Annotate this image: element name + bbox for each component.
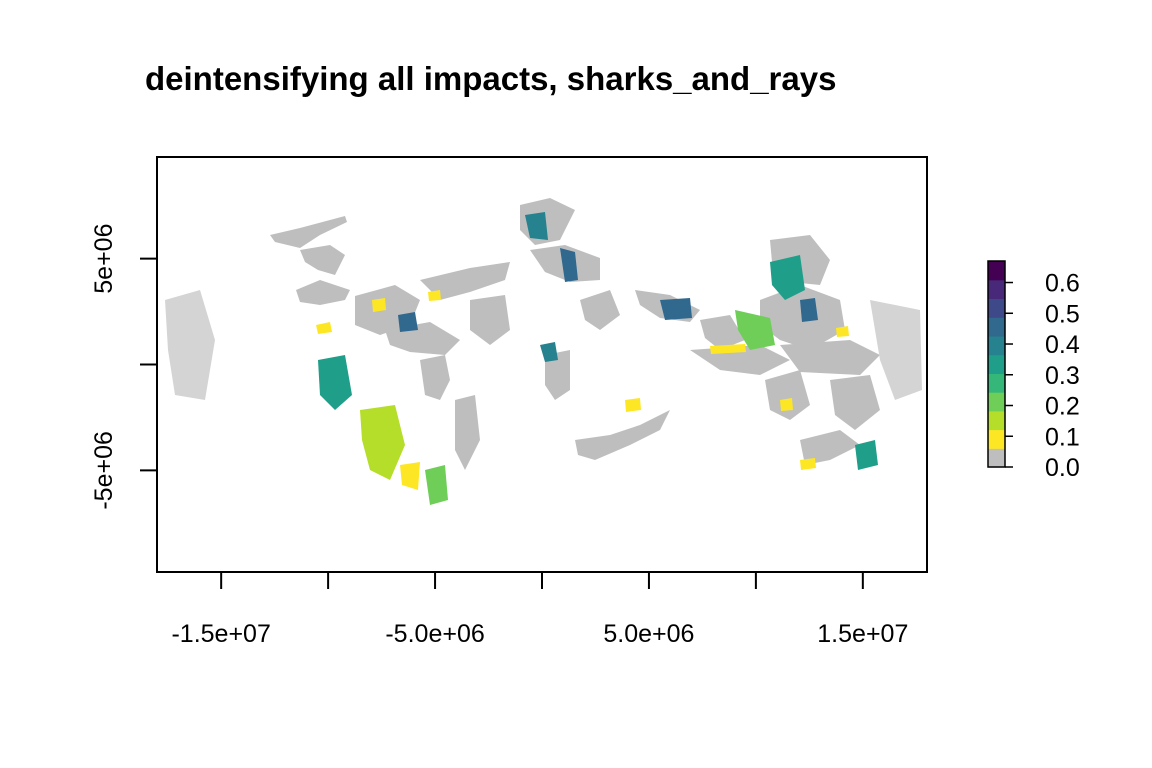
legend-tick-label: 0.0: [1045, 454, 1080, 482]
cells-southern-africa: [575, 410, 670, 460]
cells-north-pacific: [270, 216, 347, 248]
legend-tick-label: 0.2: [1045, 393, 1080, 421]
map-title: deintensifying all impacts, sharks_and_r…: [145, 60, 837, 97]
legend-tick-label: 0.4: [1045, 331, 1080, 359]
legend-swatch: [988, 335, 1005, 356]
legend-swatch: [988, 448, 1005, 468]
x-tick-label: 5.0e+06: [603, 620, 694, 648]
cells-labrador-teal: [525, 212, 548, 240]
cells-mid-atlantic: [470, 295, 510, 345]
cells-east-pacific-teal: [318, 355, 352, 410]
y-axis: 5e+06 -5e+06: [90, 224, 157, 510]
legend-swatch: [988, 298, 1005, 318]
legend-tick-label: 0.6: [1045, 270, 1080, 298]
cells-ne-pacific-coast: [296, 280, 350, 305]
legend: 0.0 0.10.2 0.3 0.4 0.50.6: [987, 260, 1080, 482]
legend-tick-label: 0.5: [1045, 300, 1080, 328]
cells-patagonia-yellow: [400, 462, 420, 490]
cells-pacific-west-edge: [165, 290, 215, 400]
cells-mediterranean-blue: [660, 298, 692, 320]
cells-gulf-darkblue: [398, 312, 418, 332]
cells-alaska-shelf: [300, 245, 345, 275]
cells-chile-green: [425, 465, 448, 505]
cells-east-asia-teal: [770, 255, 805, 300]
cells-pacific-yellow-2: [836, 326, 849, 337]
y-tick-label: 5e+06: [90, 224, 118, 294]
legend-frame: [987, 260, 1006, 468]
cells-east-australia: [830, 375, 880, 430]
x-tick-label: -5.0e+06: [385, 620, 484, 648]
y-tick-label: -5e+06: [90, 431, 118, 510]
x-tick-label: 1.5e+07: [817, 620, 908, 648]
x-tick-label: -1.5e+07: [171, 620, 270, 648]
legend-swatch: [988, 410, 1005, 431]
x-axis: -1.5e+07 -5.0e+06 5.0e+06 1.5e+07: [171, 572, 908, 648]
legend-swatch: [988, 317, 1005, 337]
cells-atlantic-yellow-1: [372, 298, 386, 312]
cells-north-atlantic-darkblue: [560, 248, 578, 282]
map-data-cells: [165, 198, 922, 505]
legend-swatch: [988, 392, 1005, 412]
legend-swatch: [988, 261, 1005, 281]
cells-brazil-coast: [545, 350, 570, 400]
cells-africa-yellow: [625, 398, 641, 412]
cells-west-australia-yellow: [780, 398, 793, 411]
cells-red-sea-green: [735, 310, 775, 350]
cells-se-asia-darkblue: [800, 298, 818, 322]
legend-tick-label: 0.3: [1045, 362, 1080, 390]
cells-patagonia-shelf: [455, 395, 480, 470]
cells-west-australia: [765, 370, 810, 420]
cells-north-atlantic: [420, 262, 510, 300]
cells-arabian-sea: [700, 315, 745, 350]
legend-swatch: [988, 429, 1005, 449]
cells-pacific-yellow-1: [316, 322, 332, 334]
cells-atlantic-yellow-2: [428, 290, 441, 301]
cells-new-zealand: [800, 430, 860, 465]
legend-tick-label: 0.1: [1045, 423, 1080, 451]
cells-caribbean-teal: [540, 342, 558, 362]
cells-west-africa: [580, 290, 620, 330]
cells-indonesia: [780, 340, 880, 375]
legend-swatch: [988, 279, 1005, 300]
cells-humboldt: [420, 355, 450, 400]
cells-south-pacific-yellowgreen: [360, 405, 405, 480]
cells-australia-yellow: [800, 458, 816, 470]
cells-pacific-east-edge: [870, 300, 922, 400]
cells-east-australia-teal: [855, 440, 878, 470]
legend-swatch: [988, 373, 1005, 393]
legend-swatch: [988, 354, 1005, 374]
cells-indian-yellow-1: [710, 344, 746, 354]
